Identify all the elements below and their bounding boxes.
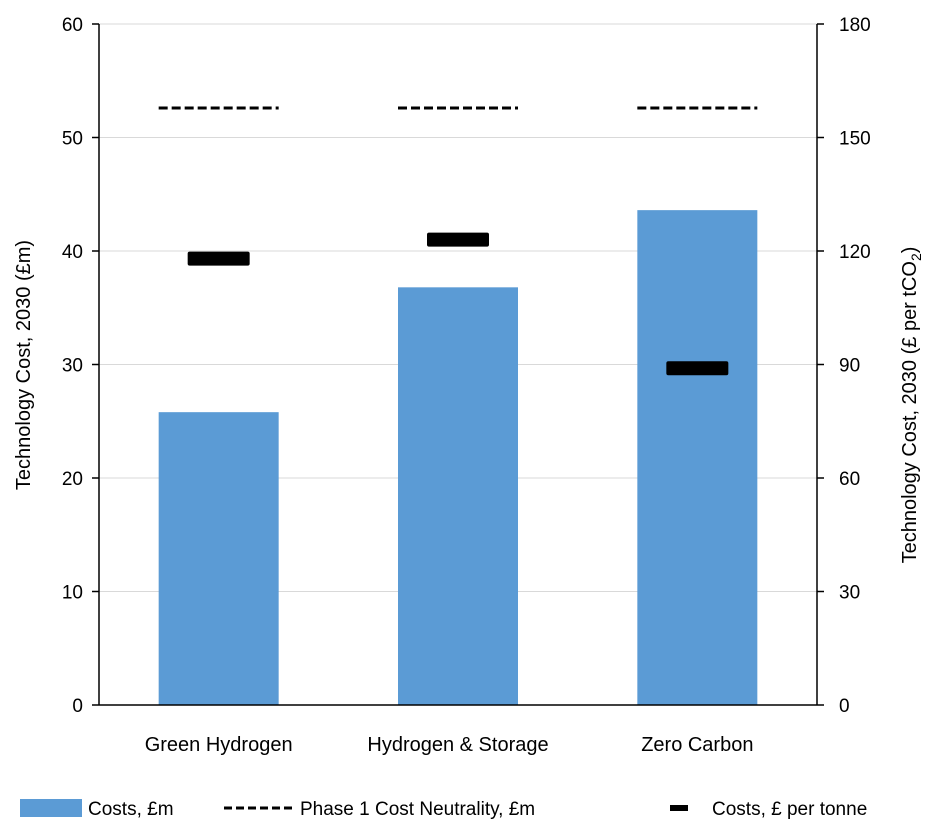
y-right-tick-label: 60 — [839, 469, 860, 490]
y-axis-right-title-main: Technology Cost, 2030 (£ per tCO — [899, 261, 921, 563]
y-right-tick-label: 0 — [839, 696, 850, 717]
y-axis-right-title-end: ) — [899, 247, 921, 254]
y-axis-left-title: Technology Cost, 2030 (£m) — [13, 240, 35, 490]
bar — [398, 287, 518, 705]
legend-label-costs: Costs, £m — [88, 799, 174, 820]
bar — [637, 210, 758, 705]
per-tonne-marker — [187, 251, 250, 266]
y-left-tick-label: 10 — [62, 583, 83, 604]
y-right-tick-label: 120 — [839, 242, 871, 263]
y-left-tick-label: 40 — [62, 242, 83, 263]
y-right-tick-label: 180 — [839, 15, 871, 36]
y-left-tick-label: 20 — [62, 469, 83, 490]
y-right-tick-label: 90 — [839, 356, 860, 377]
y-left-tick-label: 0 — [72, 696, 83, 717]
y-left-tick-label: 50 — [62, 129, 83, 150]
x-category-label: Hydrogen & Storage — [367, 734, 548, 756]
x-category-label: Zero Carbon — [641, 734, 753, 756]
y-right-tick-label: 150 — [839, 129, 871, 150]
markers — [187, 232, 729, 376]
bars — [158, 210, 758, 705]
legend-label-per-tonne: Costs, £ per tonne — [712, 799, 867, 820]
legend-swatch-costs — [20, 799, 82, 817]
legend-swatch-per-tonne — [670, 805, 688, 811]
per-tonne-marker — [427, 232, 489, 247]
tick-labels: 0 10 20 30 40 50 60 0 30 60 90 120 150 180 Green Hydro… — [62, 15, 871, 756]
bar — [158, 412, 279, 705]
y-axis-right-title-subscript: 2 — [908, 253, 924, 261]
x-category-label: Green Hydrogen — [145, 734, 293, 756]
per-tonne-marker — [666, 361, 729, 376]
y-right-tick-label: 30 — [839, 583, 860, 604]
y-axis-right-title: Technology Cost, 2030 (£ per tCO2) — [899, 247, 924, 564]
y-left-tick-label: 30 — [62, 356, 83, 377]
axes — [92, 23, 824, 706]
y-left-tick-label: 60 — [62, 15, 83, 36]
legend-label-neutrality: Phase 1 Cost Neutrality, £m — [300, 799, 535, 820]
legend: Costs, £m Phase 1 Cost Neutrality, £m Co… — [20, 799, 867, 820]
